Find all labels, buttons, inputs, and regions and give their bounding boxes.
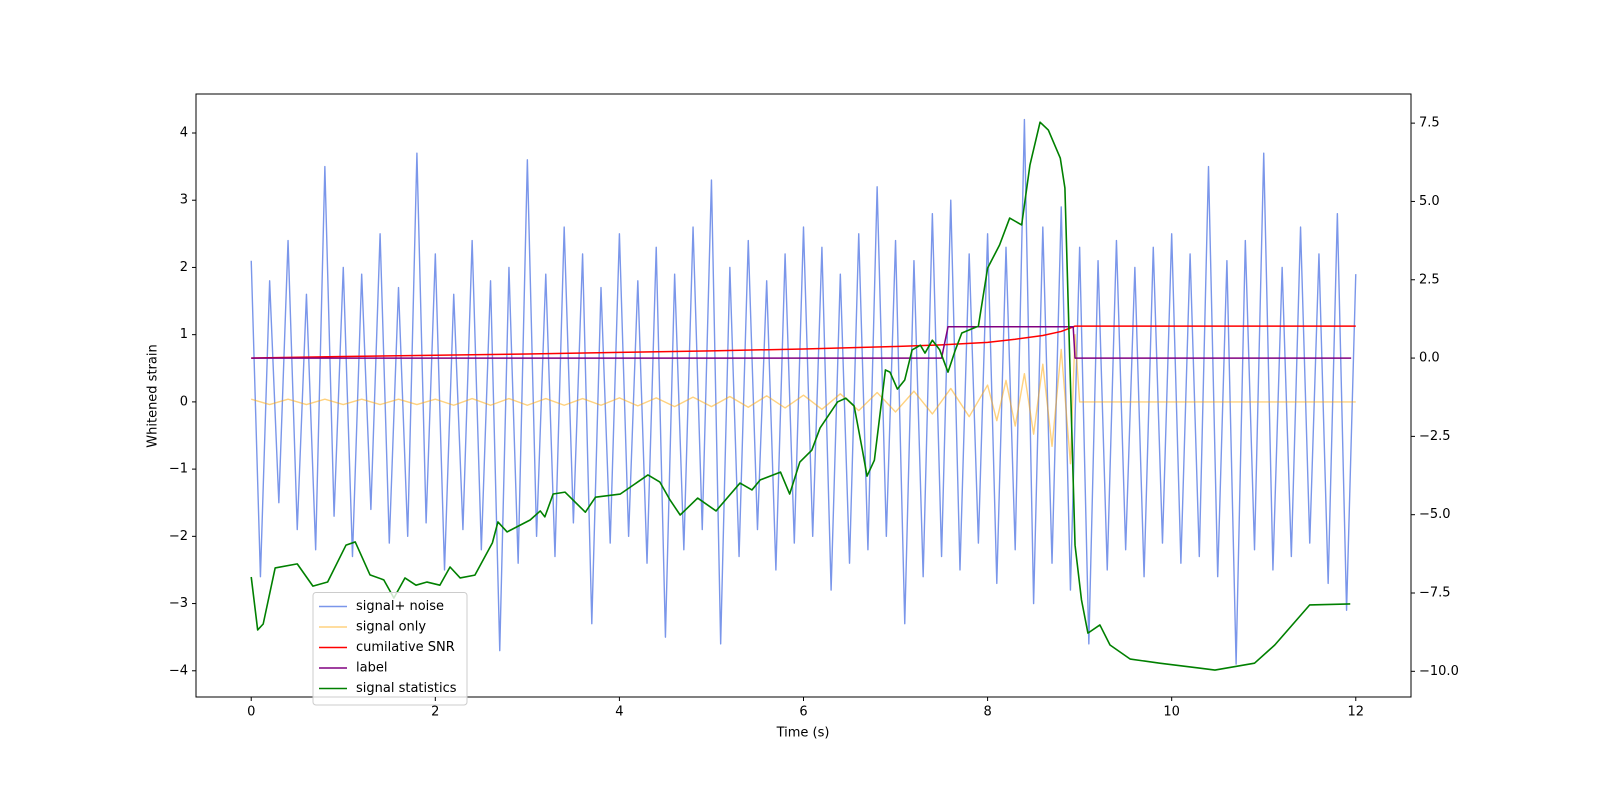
y-tick-label: −4 — [169, 663, 188, 678]
legend-box — [312, 592, 468, 706]
series-line — [251, 325, 1356, 359]
y-tick-label: −3 — [169, 596, 188, 611]
y-tick-label: −1 — [169, 462, 188, 477]
legend-label: signal only — [356, 620, 426, 635]
series-line — [250, 118, 1357, 665]
y-axis-label: Whitened strain — [146, 344, 161, 447]
legend: signal+ noise signal only cumilative SNR la… — [312, 592, 468, 706]
x-tick-label: 6 — [799, 705, 807, 720]
y-tick-label: 4 — [180, 125, 188, 140]
y2-tick-label: 7.5 — [1419, 116, 1440, 131]
plot-area — [250, 118, 1357, 671]
x-tick-label: 8 — [983, 705, 991, 720]
y2-tick-label: −10.0 — [1419, 664, 1459, 679]
x-tick-label: 10 — [1163, 705, 1180, 720]
y-tick-label: 1 — [180, 327, 188, 342]
x-tick-label: 12 — [1347, 705, 1364, 720]
series-line — [251, 325, 1352, 359]
legend-label: label — [356, 661, 387, 676]
y2-tick-label: 0.0 — [1419, 351, 1440, 366]
legend-label: signal statistics — [356, 681, 457, 696]
x-tick-label: 2 — [431, 705, 439, 720]
x-axis-label: Time (s) — [776, 726, 830, 741]
series-line — [250, 121, 1351, 671]
x-tick-label: 4 — [615, 705, 623, 720]
y-tick-label: 3 — [180, 193, 188, 208]
y-tick-label: 2 — [180, 260, 188, 275]
y2-tick-label: −7.5 — [1419, 586, 1451, 601]
series-line — [251, 333, 1356, 465]
y2-tick-label: −2.5 — [1419, 429, 1451, 444]
legend-label: signal+ noise — [356, 599, 444, 614]
legend-label: cumilative SNR — [356, 640, 455, 655]
y2-tick-label: −5.0 — [1419, 507, 1451, 522]
y-tick-label: 0 — [180, 394, 188, 409]
y2-tick-label: 2.5 — [1419, 272, 1440, 287]
x-tick-label: 0 — [247, 705, 255, 720]
y2-tick-label: 5.0 — [1419, 194, 1440, 209]
y-tick-label: −2 — [169, 529, 188, 544]
